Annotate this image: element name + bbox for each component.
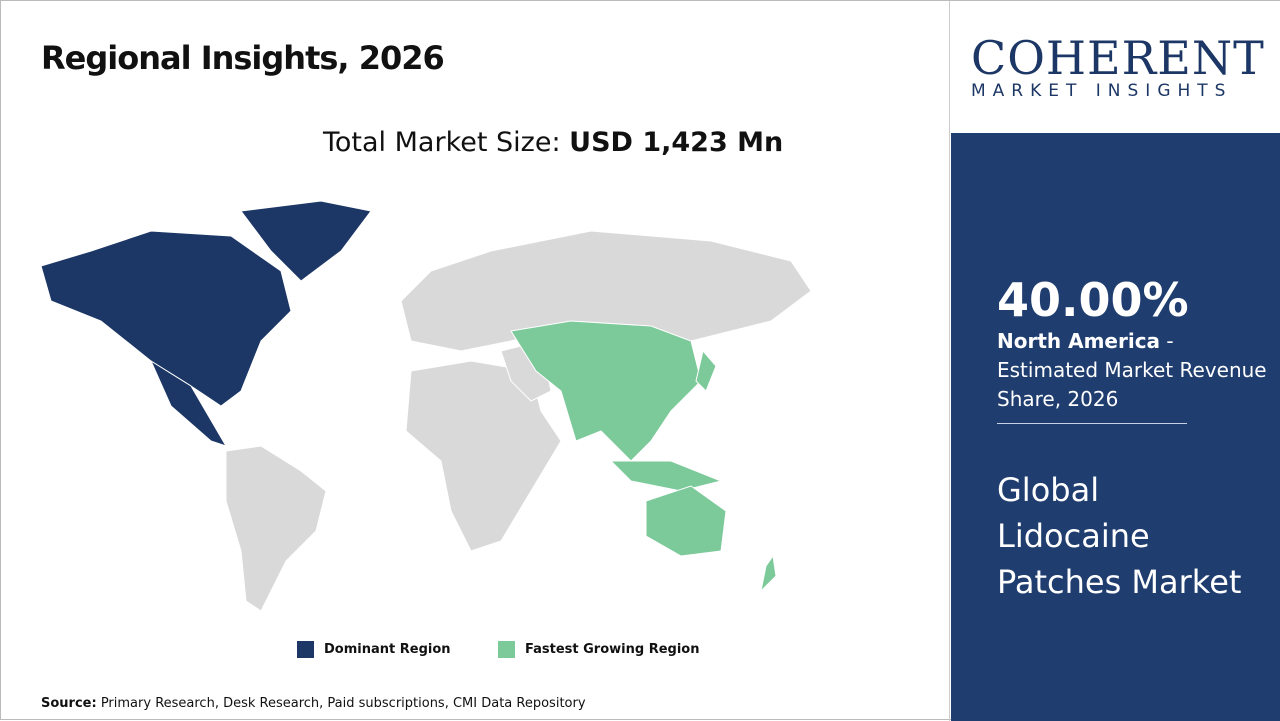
japan xyxy=(695,349,717,392)
south-america xyxy=(225,445,327,612)
info-panel: 40.00% North America - Estimated Market … xyxy=(951,133,1280,721)
region-name: North America xyxy=(997,329,1161,353)
legend-dominant: Dominant Region xyxy=(297,641,451,658)
source-label: Source: xyxy=(41,696,97,711)
legend-label: Fastest Growing Region xyxy=(525,642,700,657)
total-market-size: Total Market Size: USD 1,423 Mn xyxy=(323,127,783,158)
europe-asia xyxy=(400,230,812,352)
total-value: USD 1,423 Mn xyxy=(569,127,784,158)
page-title: Regional Insights, 2026 xyxy=(41,39,445,77)
world-map xyxy=(40,200,812,612)
australia xyxy=(645,485,727,557)
logo-text-bottom: MARKET INSIGHTS xyxy=(971,81,1233,101)
central-america xyxy=(149,359,228,447)
divider xyxy=(949,1,950,721)
company-logo: COHERENT MARKET INSIGHTS xyxy=(951,1,1280,133)
southeast-asia xyxy=(609,460,723,492)
source-note: Source: Primary Research, Desk Research,… xyxy=(41,696,586,711)
market-name: Global Lidocaine Patches Market xyxy=(997,471,1242,601)
greenland xyxy=(240,200,372,282)
legend-swatch-dominant xyxy=(297,641,314,658)
panel-divider xyxy=(997,423,1187,424)
total-label: Total Market Size: xyxy=(323,127,570,158)
legend-fastest: Fastest Growing Region xyxy=(498,641,699,658)
north-america xyxy=(40,230,292,407)
logo-text-top: COHERENT xyxy=(971,31,1265,85)
legend-label: Dominant Region xyxy=(324,642,451,657)
share-percent: 40.00% xyxy=(997,273,1189,327)
legend-swatch-fastest xyxy=(498,641,515,658)
source-text: Primary Research, Desk Research, Paid su… xyxy=(96,696,586,711)
share-desc-text: - Estimated Market Revenue Share, 2026 xyxy=(997,329,1267,411)
share-description: North America - Estimated Market Revenue… xyxy=(997,327,1277,414)
asia-pacific xyxy=(510,320,702,462)
new-zealand xyxy=(760,554,777,593)
